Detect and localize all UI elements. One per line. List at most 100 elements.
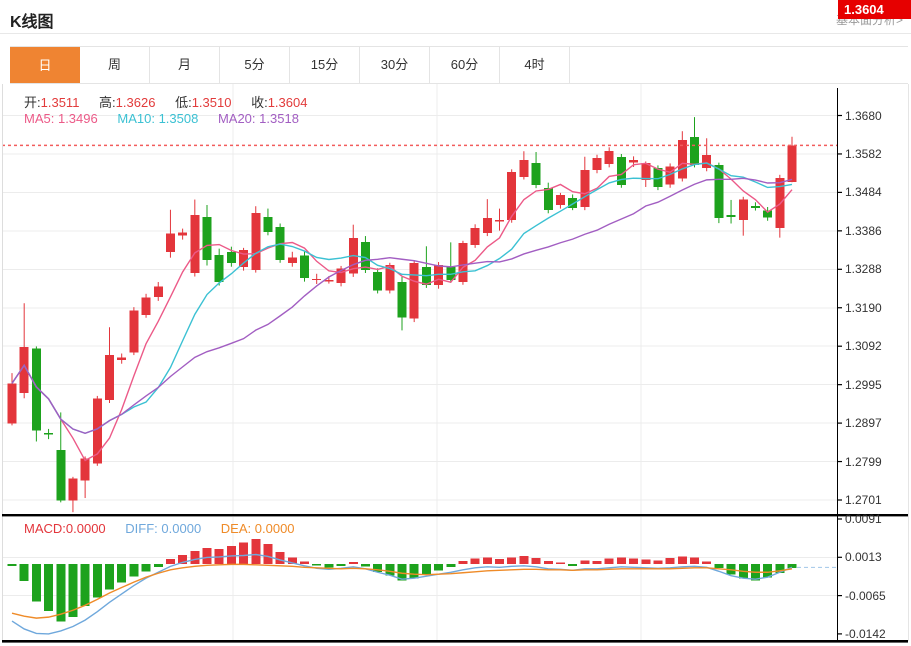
- macd-value: 0.0000: [65, 521, 106, 536]
- tab-15min[interactable]: 15分: [290, 47, 360, 83]
- y-axis-label: -0.0065: [845, 588, 886, 603]
- candle-body: [312, 278, 322, 281]
- macd-bar: [775, 563, 785, 573]
- macd-bar: [616, 557, 626, 564]
- candle-body: [300, 255, 309, 279]
- macd-bar: [604, 558, 614, 564]
- candle-body: [165, 233, 175, 253]
- macd-bar: [360, 563, 370, 567]
- macd-pair: MACD:0.0000: [24, 521, 106, 536]
- macd-bar: [434, 563, 444, 571]
- macd-bar: [519, 555, 529, 564]
- tab-60min[interactable]: 60分: [430, 47, 500, 83]
- candle-body: [677, 140, 687, 179]
- candle-body: [397, 282, 407, 318]
- y-axis-label: 1.2701: [845, 493, 882, 507]
- dea-pair: DEA: 0.0000: [221, 521, 295, 536]
- candle-body: [507, 172, 517, 220]
- candle-body: [592, 157, 602, 171]
- candle-body: [226, 252, 236, 264]
- macd-label: MACD:: [24, 521, 66, 536]
- candle-body: [44, 432, 54, 435]
- macd-bar: [239, 542, 249, 564]
- candle-body: [409, 263, 419, 319]
- macd-bar: [482, 557, 492, 564]
- candle-body: [519, 159, 529, 177]
- current-price-badge: 1.3604: [838, 0, 911, 19]
- candle-body: [105, 355, 114, 401]
- candle-body: [324, 280, 334, 282]
- macd-bar: [629, 558, 639, 564]
- candle-body: [31, 348, 41, 431]
- macd-bar: [129, 563, 139, 577]
- candle-body: [787, 145, 797, 182]
- macd-bar: [665, 557, 675, 564]
- ma5-label: MA5:: [24, 111, 55, 126]
- candle-body: [190, 214, 200, 273]
- dea-line: [11, 563, 793, 619]
- candle-body: [7, 383, 17, 424]
- candle-body: [385, 265, 395, 291]
- y-axis-label: 1.2897: [845, 416, 882, 431]
- low-pair: 低:1.3510: [175, 95, 231, 110]
- candle-body: [263, 217, 273, 233]
- candle-body: [239, 250, 249, 268]
- tab-month[interactable]: 月: [150, 47, 220, 83]
- candle-body: [738, 199, 748, 220]
- y-axis-label: -0.0142: [845, 626, 886, 641]
- ma10-label: MA10:: [117, 111, 155, 126]
- macd-bar: [495, 558, 504, 564]
- tab-30min[interactable]: 30分: [360, 47, 430, 83]
- ma20-line: [11, 177, 793, 434]
- tab-4hour[interactable]: 4时: [500, 47, 570, 83]
- y-axis-label: 1.2995: [845, 377, 882, 392]
- macd-bar: [592, 560, 602, 564]
- close-value: 1.3604: [267, 95, 308, 110]
- y-axis-label: 1.3484: [845, 185, 882, 200]
- macd-bar: [470, 558, 480, 564]
- macd-bar: [543, 560, 553, 564]
- candle-body: [470, 228, 480, 246]
- candle-body: [92, 398, 102, 464]
- macd-bar: [580, 560, 590, 564]
- macd-bar: [531, 557, 541, 564]
- candle-body: [214, 254, 224, 283]
- open-pair: 开:1.3511: [24, 95, 79, 110]
- macd-bar: [641, 559, 651, 564]
- candle-body: [763, 210, 773, 218]
- macd-bar: [44, 563, 54, 612]
- candle-body: [336, 268, 346, 284]
- macd-bar: [653, 560, 663, 564]
- tab-week[interactable]: 周: [80, 47, 150, 83]
- panel-separator: [2, 514, 908, 517]
- ma20-label: MA20:: [217, 111, 256, 126]
- candle-body: [458, 243, 468, 283]
- tab-5min[interactable]: 5分: [220, 47, 290, 83]
- macd-bar: [787, 563, 797, 568]
- candle-body: [616, 157, 626, 186]
- ma10-pair: MA10: 1.3508: [117, 111, 198, 126]
- y-axis-label: 1.3386: [845, 223, 882, 238]
- diff-value: 0.0000: [161, 521, 202, 536]
- macd-bar: [677, 556, 687, 564]
- tab-day[interactable]: 日: [10, 47, 80, 83]
- candle-body: [482, 218, 492, 233]
- candle-body: [251, 212, 261, 270]
- macd-bar: [202, 548, 212, 564]
- y-axis-label: 1.3582: [845, 146, 882, 161]
- candle-body: [80, 458, 90, 481]
- ma10-line: [11, 162, 793, 434]
- ma5-pair: MA5: 1.3496: [24, 111, 98, 126]
- candle-body: [202, 217, 212, 261]
- open-value: 1.3511: [40, 95, 80, 110]
- macd-bar: [458, 560, 468, 564]
- candle-body: [434, 265, 444, 286]
- ma20-value: 1.3518: [259, 111, 299, 126]
- y-axis-label: 0.0091: [845, 512, 882, 526]
- macd-bar: [555, 562, 565, 564]
- macd-bar: [287, 557, 297, 564]
- candle-body: [641, 163, 651, 180]
- macd-bar: [324, 563, 334, 568]
